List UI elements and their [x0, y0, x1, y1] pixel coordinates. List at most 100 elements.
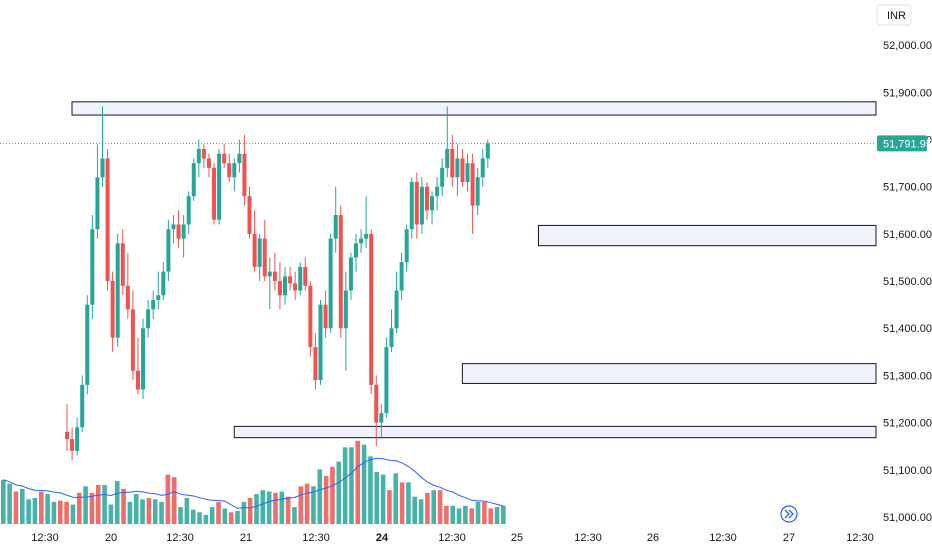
volume-bar: [32, 498, 38, 524]
candle-body: [85, 304, 90, 385]
scroll-to-realtime-button[interactable]: [780, 505, 798, 523]
volume-bar: [228, 512, 234, 524]
volume-bar: [431, 490, 437, 524]
volume-bar: [209, 507, 215, 524]
volume-bar: [374, 472, 380, 524]
x-tick-label: 26: [647, 532, 659, 544]
y-axis: INR 52,000.0051,900.0051,800.0051,700.00…: [876, 4, 932, 524]
volume-moving-average: [3, 457, 504, 509]
volume-bar: [70, 504, 76, 524]
currency-badge[interactable]: [876, 4, 912, 26]
volume-bar: [178, 507, 183, 524]
candle-body: [115, 243, 120, 338]
volume-bar: [380, 474, 386, 524]
candle-body: [181, 224, 186, 239]
candle-body: [318, 304, 323, 381]
volume-bar: [349, 447, 354, 524]
volume-bar: [266, 491, 272, 524]
currency-label: INR: [887, 10, 906, 22]
volume-bar: [216, 501, 221, 524]
volume-bar: [152, 499, 158, 524]
y-tick-label: 51,100.00: [883, 465, 932, 477]
candle-body: [141, 328, 146, 390]
x-tick-label: 12:30: [438, 532, 466, 544]
volume-bar: [19, 488, 25, 524]
volume-bar: [488, 508, 494, 524]
volume-bar: [108, 504, 114, 524]
volume-bar: [247, 498, 253, 524]
y-tick-label: 51,400.00: [883, 323, 932, 335]
volume-bar: [450, 505, 456, 524]
volume-bar: [146, 498, 152, 524]
volume-bar: [501, 505, 506, 524]
volume-bar: [437, 490, 443, 524]
volume-bar: [95, 485, 101, 524]
candle-body: [288, 276, 293, 284]
x-tick-label: 24: [376, 532, 389, 544]
y-tick-label: 51,600.00: [883, 229, 932, 241]
volume-bar: [355, 440, 361, 524]
candle-body: [227, 163, 232, 178]
volume-bars: [1, 440, 506, 524]
candle-body: [399, 262, 404, 291]
volume-bar: [418, 499, 424, 524]
volume-bar: [222, 508, 228, 524]
candle-body: [222, 153, 227, 164]
volume-bar: [399, 482, 405, 524]
candle-body: [237, 153, 242, 164]
volume-bar: [444, 505, 449, 524]
x-tick-label: 27: [783, 532, 795, 544]
candle-body: [166, 229, 171, 272]
volume-bar: [45, 494, 50, 524]
support-resistance-zones[interactable]: [71, 101, 877, 439]
volume-bar: [298, 486, 304, 524]
volume-bar: [292, 507, 297, 524]
volume-bar: [311, 486, 316, 524]
candle-body: [171, 224, 176, 230]
x-tick-label: 12:30: [574, 532, 602, 544]
candle-body: [424, 186, 429, 211]
x-tick-label: 25: [511, 532, 523, 544]
candle-body: [455, 158, 460, 178]
candle-body: [384, 347, 389, 414]
volume-bar: [121, 488, 126, 524]
volume-bar: [317, 469, 323, 524]
volume-bar: [89, 492, 95, 524]
y-tick-label: 51,900.00: [883, 87, 932, 99]
candle-body: [277, 281, 282, 296]
volume-bar: [171, 477, 177, 524]
candle-body: [242, 153, 247, 197]
candle-body: [303, 266, 308, 286]
volume-bar: [51, 501, 57, 524]
volume-bar: [368, 456, 373, 524]
volume-bar: [203, 514, 209, 524]
volume-bar: [159, 501, 164, 524]
y-tick-label: 51,500.00: [883, 276, 932, 288]
volume-bar: [412, 496, 418, 524]
candle-body: [450, 149, 455, 178]
candle-body: [328, 238, 333, 329]
volume-bar: [197, 512, 202, 524]
candle-body: [323, 304, 328, 329]
candle-body: [135, 370, 140, 390]
volume-bar: [342, 447, 348, 524]
candle-body: [404, 229, 409, 263]
volume-bar: [133, 494, 139, 524]
x-tick-label: 12:30: [31, 532, 59, 544]
candle-body: [338, 215, 343, 329]
candle-body: [247, 196, 252, 234]
candle-body: [465, 163, 470, 183]
volume-bar: [463, 505, 468, 524]
candle-body: [65, 432, 69, 440]
y-tick-label: 51,000.00: [883, 512, 932, 524]
volume-bar: [482, 501, 487, 524]
volume-bar: [456, 508, 462, 524]
volume-bar: [38, 491, 44, 524]
candle-body: [156, 295, 161, 300]
candle-body: [262, 238, 267, 277]
volume-bar: [114, 481, 120, 524]
candle-body: [394, 290, 399, 329]
volume-bar: [254, 494, 259, 524]
candle-body: [95, 177, 100, 230]
